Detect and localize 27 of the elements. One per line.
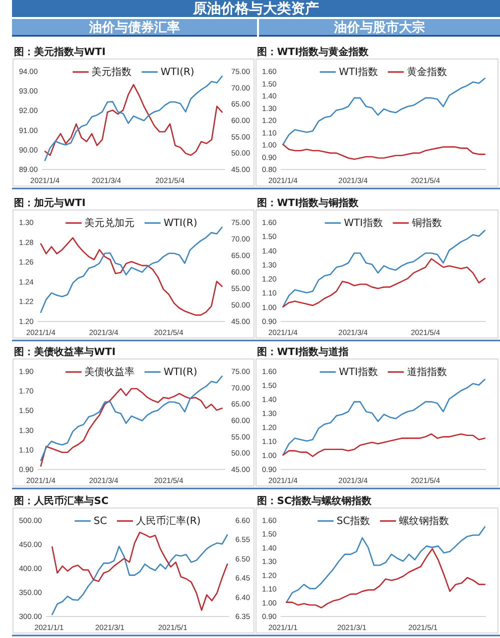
chart-title: 图：美债收益率与WTI: [14, 346, 116, 358]
legend-label: WTI(R): [164, 366, 198, 378]
legend-label: SC: [94, 516, 107, 526]
chart-title: 图：SC指数与螺纹钢指数: [257, 495, 373, 507]
chart-title: 图：人民币汇率与SC: [14, 495, 109, 507]
legend-label: WTI指数: [338, 366, 378, 378]
legend-label: 螺纹钢指数: [398, 514, 449, 526]
legend-label: 美元兑加元: [84, 216, 135, 228]
legend-label: 铜指数: [410, 216, 442, 228]
legend-label: 美元指数: [92, 66, 132, 78]
chart-title: 图：美元指数与WTI: [14, 46, 106, 58]
chart-title: 图：WTI指数与铜指数: [257, 197, 360, 209]
chart-title: 图：WTI指数与道指: [257, 346, 349, 358]
legend-label: 黄金指数: [406, 66, 447, 78]
text: 油价与债券汇率: [88, 19, 180, 35]
legend-label: 道指指数: [406, 366, 447, 378]
legend-label: SC指数: [336, 514, 370, 526]
text: 油价与股市大宗: [333, 19, 425, 35]
legend-label: WTI指数: [344, 216, 383, 228]
legend-label: WTI(R): [164, 218, 198, 228]
legend-label: 美债收益率: [84, 366, 135, 378]
chart-title: 图：WTI指数与黄金指数: [257, 46, 370, 58]
legend-label: WTI(R): [160, 66, 194, 78]
legend-label: 人民币汇率(R): [136, 514, 201, 526]
legend-label: WTI指数: [338, 66, 378, 78]
chart-title: 图：加元与WTI: [14, 197, 86, 209]
text: 原油价格与大类资产: [192, 0, 319, 17]
